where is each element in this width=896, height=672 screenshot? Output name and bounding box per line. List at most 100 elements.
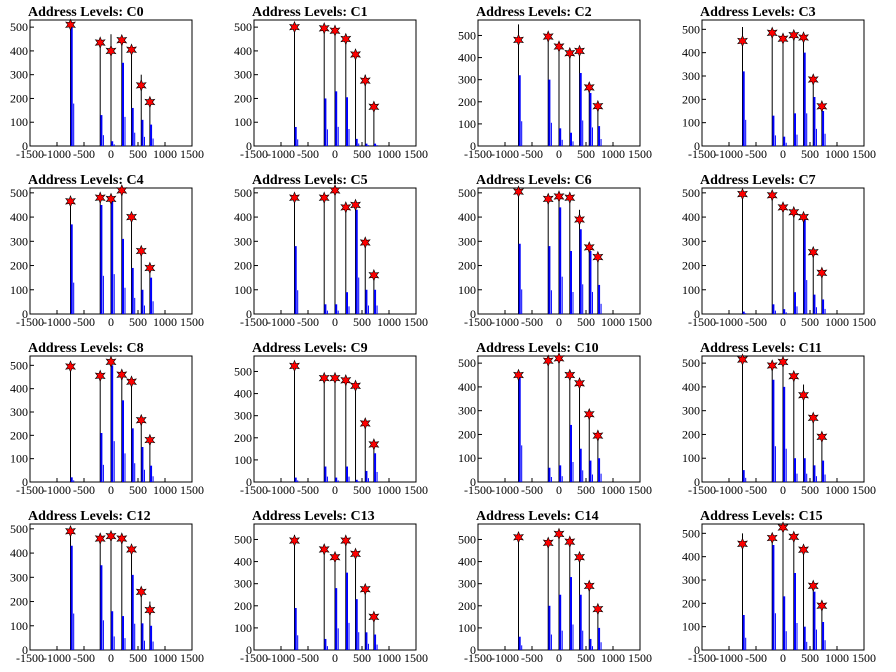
peak-star-marker [564,535,576,548]
y-tick-label: 300 [10,570,28,584]
peak-star-marker [340,32,352,46]
peak-star-marker [126,43,137,57]
x-tick-label: -500 [745,315,767,329]
y-tick-label: 300 [682,573,700,587]
y-tick-label: 200 [234,599,252,613]
y-tick-label: 500 [234,186,252,200]
peak-star-marker [368,268,380,282]
chart-panel-12: Address Levels: C12 0 100 200 300 400 500 -1500… [0,504,224,672]
x-tick-label: -1500 [16,147,44,161]
peak-star-marker [777,355,789,369]
peak-star-marker [788,530,800,544]
y-tick-label: 200 [682,92,700,106]
peak-star-marker [513,33,524,47]
x-tick-label: 1000 [825,315,849,329]
peak-star-marker [574,550,585,564]
y-tick-label: 400 [458,380,476,394]
y-tick-label: 200 [10,428,28,442]
y-tick-label: 100 [458,283,476,297]
y-tick-label: 100 [234,453,252,467]
peak-star-marker [359,582,371,596]
peak-star-marker [583,407,595,421]
chart-svg: 0 100 200 300 400 500 -1500 -1000 -500 0 500 1000 15… [10,184,204,329]
y-tick-label: 300 [10,68,28,82]
x-tick-label: 0 [332,651,338,665]
chart-title: Address Levels: C10 [476,341,599,356]
x-tick-label: -500 [745,483,767,497]
peak-star-marker [553,352,565,365]
peak-star-marker [788,28,800,42]
chart-title: Address Levels: C9 [252,341,368,356]
x-tick-label: 1500 [852,147,876,161]
peak-star-marker [766,531,778,545]
chart-svg: 0 100 200 300 400 500 -1500 -1000 -500 0 500 1000 15… [234,355,428,497]
peak-star-marker [126,375,137,388]
peak-star-marker [592,602,604,616]
x-tick-label: -500 [745,651,767,665]
y-tick-label: 300 [682,234,700,248]
peak-star-marker [583,241,595,254]
chart-title: Address Levels: C0 [28,5,144,20]
peak-star-marker [289,20,300,34]
chart-panel-10: Address Levels: C10 0 100 200 300 400 500 -1500… [448,336,672,504]
y-tick-label: 200 [10,91,28,105]
x-tick-label: 1500 [628,651,652,665]
x-tick-label: 1500 [180,651,204,665]
chart-title: Address Levels: C7 [700,173,816,188]
peak-star-marker [737,353,748,366]
y-tick-label: 200 [458,259,476,273]
y-tick-label: 500 [682,22,700,36]
x-tick-label: 1500 [852,483,876,497]
chart-svg: 0 100 200 300 400 500 -1500 -1000 -500 0 500 1000 15… [682,353,876,497]
peak-star-marker [289,191,300,204]
peak-star-marker [777,32,789,45]
y-tick-label: 300 [458,73,476,87]
chart-title: Address Levels: C14 [476,509,599,524]
y-tick-label: 400 [682,550,700,564]
y-tick-label: 0 [694,475,700,489]
y-tick-label: 500 [234,364,252,378]
x-tick-label: -1000 [715,483,743,497]
y-tick-label: 300 [234,68,252,82]
y-tick-label: 0 [246,643,252,657]
chart-panel-15: Address Levels: C15 0 100 200 300 400 500 -1500… [672,504,896,672]
peak-star-marker [766,359,778,372]
x-tick-label: 0 [108,147,114,161]
x-tick-label: -1000 [43,483,71,497]
x-tick-label: -1500 [464,315,492,329]
x-tick-label: -500 [521,651,543,665]
peak-star-marker [816,599,828,612]
x-tick-label: 1500 [628,315,652,329]
peak-star-marker [144,603,156,617]
y-tick-label: 0 [22,643,28,657]
x-tick-label: 500 [801,651,819,665]
peak-star-marker [94,36,106,49]
y-tick-label: 400 [682,380,700,394]
peak-star-marker [94,369,106,383]
y-tick-label: 400 [234,210,252,224]
y-tick-label: 500 [10,186,28,200]
chart-panel-14: Address Levels: C14 0 100 200 300 400 500 -1500… [448,504,672,672]
x-tick-label: -1000 [491,483,519,497]
peak-star-marker [65,524,76,538]
x-tick-label: -1500 [688,651,716,665]
x-tick-label: -500 [521,315,543,329]
chart-title: Address Levels: C15 [700,509,823,524]
y-tick-label: 200 [682,596,700,610]
y-tick-label: 300 [682,404,700,418]
chart-panel-8: Address Levels: C8 0 100 200 300 400 500 -1500-… [0,336,224,504]
y-tick-label: 400 [682,46,700,60]
peak-star-marker [553,190,565,203]
chart-panel-5: Address Levels: C5 0 100 200 300 400 500 -1500-… [224,168,448,336]
y-tick-label: 100 [458,621,476,635]
x-tick-label: 0 [108,315,114,329]
x-tick-label: 1500 [404,483,428,497]
peak-star-marker [135,244,147,258]
x-tick-label: -1500 [464,483,492,497]
peak-star-marker [105,192,117,206]
x-tick-label: 1000 [825,483,849,497]
y-tick-label: 300 [10,405,28,419]
y-tick-label: 100 [10,452,28,466]
x-tick-label: -1000 [715,651,743,665]
peak-star-marker [574,213,585,226]
